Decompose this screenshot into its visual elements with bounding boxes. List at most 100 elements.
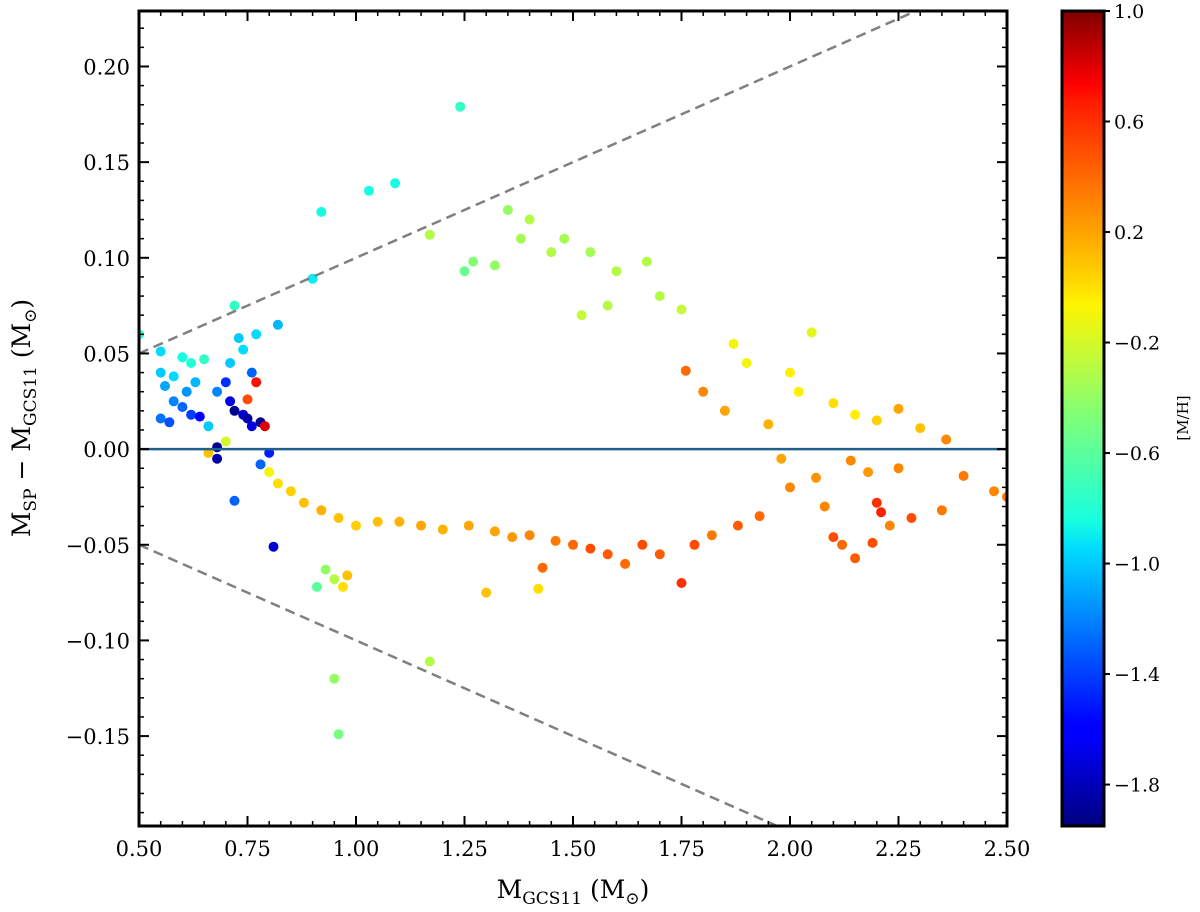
data-point [654, 291, 665, 302]
data-point [372, 516, 383, 527]
data-point [620, 558, 631, 569]
data-point [463, 520, 474, 531]
data-point [212, 453, 223, 464]
data-point [719, 405, 730, 416]
data-point [819, 501, 830, 512]
colorbar-tick-label: −0.6 [1114, 443, 1160, 465]
data-point [316, 206, 327, 217]
data-point [754, 511, 765, 522]
data-point [828, 398, 839, 409]
data-point [468, 256, 479, 267]
x-label-main: M [497, 875, 523, 904]
data-point [155, 346, 166, 357]
data-point [871, 497, 882, 508]
data-points [139, 101, 1007, 740]
data-point [958, 470, 969, 481]
data-point [524, 530, 535, 541]
data-point [203, 447, 214, 458]
data-point [732, 520, 743, 531]
data-point [811, 472, 821, 483]
data-point [524, 214, 535, 225]
data-point [489, 260, 500, 271]
x-tick-label: 1.75 [658, 837, 705, 861]
data-point [272, 319, 283, 330]
data-point [871, 415, 882, 426]
sun-symbol-y: ⊙ [21, 309, 41, 323]
data-point [181, 386, 192, 397]
data-point [251, 377, 262, 388]
data-point [338, 581, 348, 592]
data-point [806, 327, 817, 338]
data-point [203, 421, 214, 432]
y-tick-label: −0.15 [66, 725, 130, 749]
y-label-unit-close: ) [7, 299, 36, 309]
data-point [199, 354, 210, 365]
data-point [212, 386, 223, 397]
data-point [936, 505, 947, 516]
y-label-minus: − M [7, 426, 36, 488]
data-point [793, 386, 804, 397]
colorbar-label: [M/H] [1174, 395, 1192, 440]
data-point [190, 377, 201, 388]
data-point [329, 574, 340, 585]
data-point [242, 394, 253, 405]
data-point [298, 497, 309, 508]
data-point [168, 371, 179, 382]
data-point [906, 513, 917, 523]
data-point [342, 570, 353, 581]
data-point [233, 333, 244, 344]
data-point [828, 532, 839, 543]
data-point [229, 405, 240, 416]
data-point [515, 233, 526, 244]
data-point [611, 266, 622, 277]
data-point [576, 310, 587, 321]
data-point [437, 524, 448, 535]
data-point [915, 423, 926, 434]
data-point [246, 367, 257, 378]
data-point [585, 543, 596, 554]
y-tick-label: −0.05 [66, 534, 130, 558]
data-point [351, 520, 361, 531]
data-point [533, 583, 544, 594]
data-point [837, 539, 848, 550]
data-point [285, 486, 296, 497]
data-point [537, 562, 548, 573]
data-point [776, 453, 787, 464]
data-point [238, 344, 249, 355]
data-point [489, 526, 500, 537]
data-point [416, 520, 427, 531]
data-point [680, 365, 691, 376]
data-point [763, 419, 774, 430]
x-tick-label: 1.00 [333, 837, 380, 861]
data-point [390, 178, 401, 189]
data-point [320, 564, 331, 575]
data-point [155, 413, 166, 424]
colorbar-tick-label: −0.2 [1114, 333, 1160, 355]
reference-lines [139, 11, 1007, 826]
x-tick-label: 2.00 [767, 837, 814, 861]
y-axis-ticks: −0.15 −0.10 −0.05 0.00 0.05 0.10 0.15 0.20 [66, 27, 1007, 814]
y-tick-label: 0.00 [83, 438, 130, 462]
data-point [850, 553, 861, 564]
colorbar-tick-label: 0.6 [1114, 112, 1144, 134]
colorbar [1060, 9, 1106, 828]
x-axis-ticks: 0.50 0.75 1.00 1.25 1.50 1.75 2.00 2.25 2.50 [116, 11, 1030, 861]
data-point [160, 381, 170, 391]
data-point [424, 229, 435, 240]
data-point [785, 482, 795, 493]
data-point [186, 409, 197, 420]
data-point [177, 402, 188, 412]
data-point [850, 409, 861, 420]
data-point [229, 300, 240, 311]
colorbar-ticks: 1.0 0.6 0.2 −0.2 −0.6 −1.0 −1.4 −1.8 [1104, 1, 1160, 797]
data-point [316, 505, 327, 516]
x-axis-label: MGCS11 (M⊙) [497, 875, 650, 909]
data-point [246, 421, 257, 432]
y-axis-label: MSP − MGCS11 (M⊙) [7, 299, 41, 537]
data-point [255, 459, 266, 470]
colorbar-tick-label: 1.0 [1114, 1, 1144, 23]
data-point [867, 537, 878, 548]
data-point [785, 367, 795, 378]
data-point [155, 367, 166, 378]
data-point [989, 486, 999, 497]
